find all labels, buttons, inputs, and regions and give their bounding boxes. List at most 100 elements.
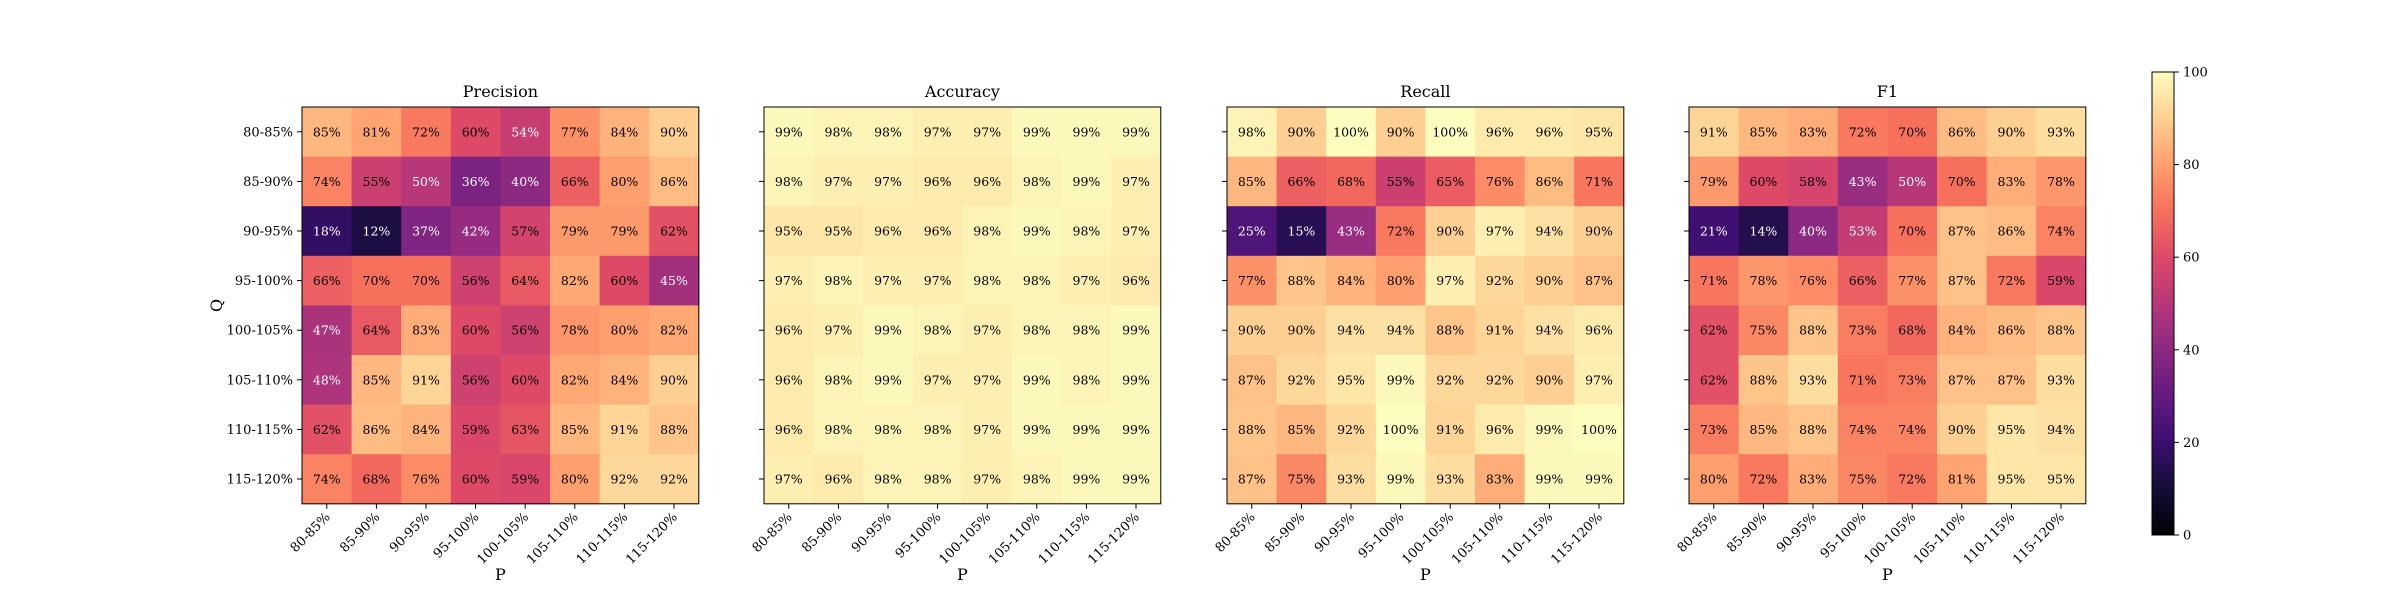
x-tick-label: 85-90% bbox=[1262, 510, 1308, 556]
heatmap-cell bbox=[1887, 404, 1938, 455]
heatmap-cell bbox=[401, 454, 452, 505]
heatmap-cell bbox=[1012, 255, 1063, 306]
heatmap-cell bbox=[1326, 107, 1377, 158]
cell-value-label: 94% bbox=[1387, 323, 1415, 338]
colorbar-tick-label: 20 bbox=[2183, 436, 2200, 451]
cell-value-label: 93% bbox=[2047, 124, 2075, 139]
heatmap-cell bbox=[599, 107, 650, 158]
cell-value-label: 98% bbox=[973, 224, 1001, 239]
cell-value-label: 87% bbox=[1948, 273, 1976, 288]
heatmap-cell bbox=[351, 404, 402, 455]
x-tick-label: 90-95% bbox=[849, 510, 895, 556]
cell-value-label: 82% bbox=[561, 372, 589, 387]
cell-value-label: 70% bbox=[363, 273, 391, 288]
heatmap-cell bbox=[1475, 355, 1526, 406]
heatmap-cell bbox=[599, 255, 650, 306]
heatmap-cell bbox=[863, 454, 914, 505]
heatmap-cell bbox=[1375, 305, 1426, 356]
heatmap-cell bbox=[649, 156, 700, 207]
cell-value-label: 66% bbox=[1849, 273, 1877, 288]
cell-value-label: 90% bbox=[1387, 124, 1415, 139]
heatmap-cell bbox=[1111, 355, 1162, 406]
cell-value-label: 97% bbox=[924, 372, 952, 387]
cell-value-label: 90% bbox=[1536, 273, 1564, 288]
cell-value-label: 59% bbox=[462, 422, 490, 437]
cell-value-label: 50% bbox=[1898, 174, 1926, 189]
cell-value-label: 15% bbox=[1288, 224, 1316, 239]
cell-value-label: 98% bbox=[1023, 323, 1051, 338]
heatmap-cell bbox=[1425, 206, 1476, 257]
cell-value-label: 99% bbox=[1122, 124, 1150, 139]
heatmap-cell bbox=[1375, 355, 1426, 406]
cell-value-label: 68% bbox=[1337, 174, 1365, 189]
cell-value-label: 99% bbox=[1073, 472, 1101, 487]
heatmap-cell bbox=[962, 305, 1013, 356]
heatmap-cell bbox=[1061, 355, 1112, 406]
heatmap-cell bbox=[1227, 355, 1278, 406]
heatmap-cell bbox=[1524, 156, 1575, 207]
cell-value-label: 72% bbox=[1387, 224, 1415, 239]
heatmap-cell bbox=[1837, 454, 1888, 505]
heatmap-cell bbox=[962, 206, 1013, 257]
heatmap-cell bbox=[863, 355, 914, 406]
heatmap-cell bbox=[863, 107, 914, 158]
heatmap-cell bbox=[1375, 404, 1426, 455]
heatmap-cell bbox=[401, 107, 452, 158]
cell-value-label: 72% bbox=[1750, 472, 1778, 487]
cell-value-label: 99% bbox=[1536, 472, 1564, 487]
cell-value-label: 92% bbox=[1288, 372, 1316, 387]
cell-value-label: 70% bbox=[1948, 174, 1976, 189]
heatmap-cell bbox=[1475, 206, 1526, 257]
heatmap-cell bbox=[1012, 355, 1063, 406]
cell-value-label: 14% bbox=[1750, 224, 1778, 239]
cell-value-label: 97% bbox=[775, 472, 803, 487]
cell-value-label: 94% bbox=[1337, 323, 1365, 338]
cell-value-label: 98% bbox=[825, 124, 853, 139]
heatmap-cell bbox=[1375, 454, 1426, 505]
heatmap-cell bbox=[1524, 107, 1575, 158]
heatmap-cell bbox=[550, 454, 601, 505]
cell-value-label: 93% bbox=[2047, 372, 2075, 387]
cell-value-label: 60% bbox=[462, 124, 490, 139]
heatmap-cell bbox=[649, 454, 700, 505]
cell-value-label: 60% bbox=[462, 472, 490, 487]
cell-value-label: 54% bbox=[511, 124, 539, 139]
heatmap-cell bbox=[1012, 156, 1063, 207]
cell-value-label: 96% bbox=[874, 224, 902, 239]
heatmap-cell bbox=[912, 355, 963, 406]
heatmap-cell bbox=[962, 454, 1013, 505]
heatmap-cell bbox=[550, 355, 601, 406]
cell-value-label: 90% bbox=[1288, 124, 1316, 139]
heatmap-cell bbox=[2036, 156, 2087, 207]
cell-value-label: 74% bbox=[313, 174, 341, 189]
cell-value-label: 98% bbox=[924, 323, 952, 338]
heatmap-cell bbox=[302, 107, 353, 158]
cell-value-label: 94% bbox=[1536, 323, 1564, 338]
colorbar-tick-label: 40 bbox=[2183, 343, 2200, 358]
cell-value-label: 95% bbox=[1998, 472, 2026, 487]
x-axis-label: P bbox=[495, 565, 506, 584]
cell-value-label: 96% bbox=[775, 422, 803, 437]
cell-value-label: 96% bbox=[924, 224, 952, 239]
cell-value-label: 99% bbox=[1122, 472, 1150, 487]
heatmap-cell bbox=[500, 255, 551, 306]
cell-value-label: 90% bbox=[1585, 224, 1613, 239]
cell-value-label: 85% bbox=[1288, 422, 1316, 437]
cell-value-label: 64% bbox=[511, 273, 539, 288]
heatmap-cell bbox=[1574, 206, 1625, 257]
cell-value-label: 60% bbox=[462, 323, 490, 338]
cell-value-label: 95% bbox=[1585, 124, 1613, 139]
heatmap-cell bbox=[2036, 355, 2087, 406]
heatmap-cell bbox=[1111, 255, 1162, 306]
cell-value-label: 43% bbox=[1849, 174, 1877, 189]
heatmap-cell bbox=[912, 255, 963, 306]
cell-value-label: 92% bbox=[1486, 273, 1514, 288]
heatmap-cell bbox=[1227, 454, 1278, 505]
cell-value-label: 97% bbox=[825, 174, 853, 189]
cell-value-label: 99% bbox=[1073, 174, 1101, 189]
heatmap-cell bbox=[1574, 355, 1625, 406]
cell-value-label: 77% bbox=[561, 124, 589, 139]
heatmap-cell bbox=[1061, 156, 1112, 207]
x-tick-label: 110-115% bbox=[1961, 510, 2019, 568]
x-tick-label: 100-105% bbox=[936, 510, 994, 568]
